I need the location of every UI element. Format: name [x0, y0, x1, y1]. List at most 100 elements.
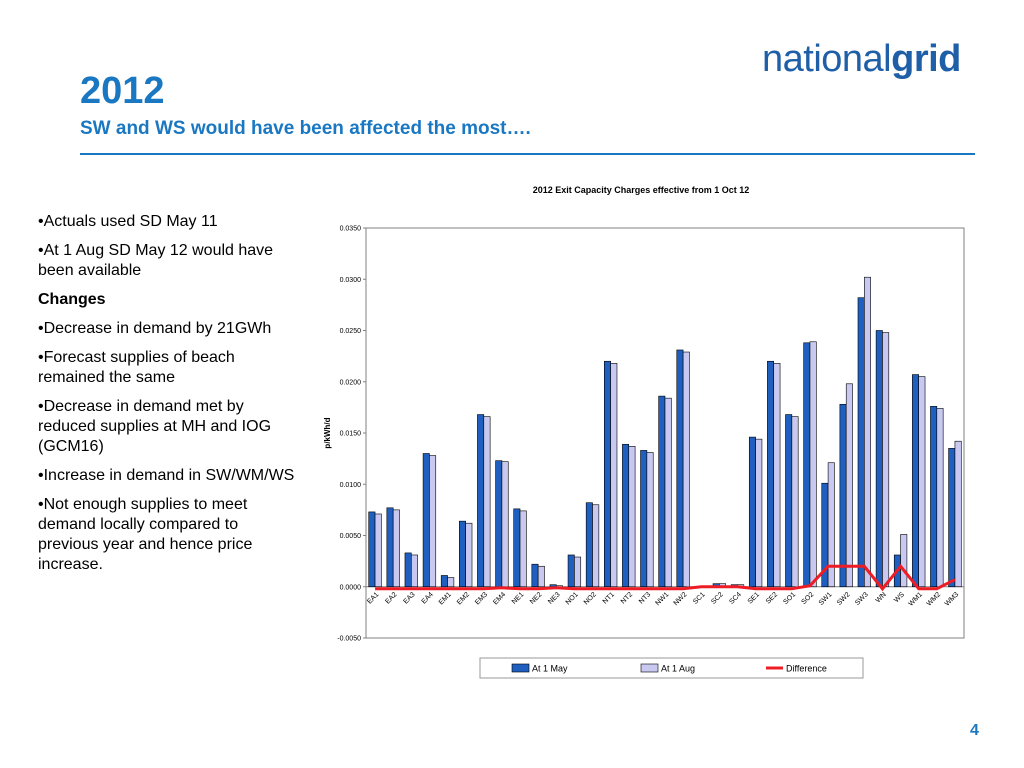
y-tick-label: 0.0200: [340, 379, 362, 386]
bar-at-1-may: [893, 554, 901, 588]
bar-at-1-may: [603, 360, 611, 588]
bar-at-1-may: [821, 482, 829, 588]
x-tick-label: NO1: [565, 591, 580, 606]
notes-panel: •Actuals used SD May 11 •At 1 Aug SD May…: [38, 212, 300, 584]
legend-swatch: [640, 663, 659, 673]
bar-at-1-aug: [737, 584, 745, 588]
y-tick-label: 0.0250: [340, 328, 362, 335]
bar-at-1-aug: [501, 461, 509, 588]
x-tick-label: NT1: [602, 591, 616, 605]
bar-at-1-may: [658, 395, 666, 588]
bar-at-1-may: [785, 414, 793, 588]
bar-at-1-aug: [827, 462, 835, 588]
note-item: •Decrease in demand met by reduced suppl…: [38, 398, 272, 455]
x-tick-label: SC2: [710, 591, 725, 606]
x-tick-label: EM1: [438, 591, 453, 606]
bar-at-1-may: [930, 406, 938, 588]
x-tick-label: SW2: [836, 591, 852, 607]
bar-at-1-may: [948, 448, 956, 588]
bar-at-1-aug: [465, 522, 473, 588]
slide-title: 2012: [80, 70, 165, 112]
bar-at-1-may: [440, 575, 448, 588]
legend-label: Difference: [786, 664, 827, 674]
x-tick-label: SC4: [728, 591, 743, 606]
x-tick-label: EA2: [384, 591, 398, 605]
x-tick-label: EM3: [474, 591, 489, 606]
x-tick-label: SO2: [801, 591, 816, 606]
x-tick-label: NO2: [583, 591, 598, 606]
bar-at-1-aug: [429, 455, 437, 588]
plot-area: [365, 227, 965, 639]
bar-at-1-aug: [900, 534, 908, 588]
bar-at-1-may: [386, 507, 394, 588]
bar-at-1-aug: [936, 408, 944, 588]
x-tick-label: EM4: [492, 591, 507, 606]
bar-at-1-aug: [646, 452, 654, 588]
bar-at-1-aug: [845, 383, 853, 588]
x-tick-label: WM1: [908, 591, 925, 608]
bar-at-1-aug: [755, 438, 763, 588]
bar-at-1-may: [495, 460, 503, 588]
x-tick-label: NW2: [673, 591, 689, 607]
bar-at-1-aug: [809, 341, 817, 588]
bar-at-1-may: [585, 502, 593, 588]
x-tick-label: NT3: [638, 591, 652, 605]
bar-at-1-aug: [411, 554, 418, 588]
y-tick-label: 0.0350: [340, 226, 362, 233]
bar-at-1-may: [531, 563, 539, 588]
bar-at-1-aug: [374, 513, 382, 588]
x-tick-label: EA3: [402, 591, 416, 605]
bar-at-1-aug: [882, 332, 890, 588]
legend-box: [479, 657, 864, 679]
y-tick-label: -0.0050: [337, 636, 361, 643]
y-tick-label: 0.0050: [340, 533, 362, 540]
bar-at-1-aug: [392, 509, 400, 588]
note-heading: Changes: [38, 291, 106, 308]
bar-at-1-aug: [954, 440, 962, 588]
bar-at-1-may: [549, 584, 557, 588]
x-tick-label: WS: [893, 591, 906, 604]
bar-at-1-may: [422, 453, 430, 588]
bar-at-1-may: [712, 583, 720, 588]
series-line-difference: [375, 563, 956, 592]
legend-label: At 1 May: [532, 664, 568, 674]
bar-at-1-may: [567, 554, 575, 588]
x-tick-label: WN: [875, 591, 888, 604]
bar-at-1-aug: [791, 416, 799, 588]
note-item: •Decrease in demand by 21GWh: [38, 320, 272, 337]
x-tick-label: NE3: [547, 591, 562, 606]
x-tick-label: SW3: [854, 591, 870, 607]
bar-at-1-may: [459, 520, 466, 588]
bar-at-1-aug: [610, 362, 618, 588]
bar-at-1-aug: [592, 504, 600, 588]
bar-at-1-may: [368, 511, 376, 588]
bar-at-1-aug: [864, 276, 871, 588]
legend-swatch: [511, 663, 530, 673]
x-tick-label: NW1: [654, 591, 670, 607]
x-tick-label: SW1: [818, 591, 834, 607]
chart-title: 2012 Exit Capacity Charges effective fro…: [532, 185, 750, 195]
national-grid-logo: nationalgrid: [762, 38, 961, 80]
bar-at-1-aug: [773, 362, 781, 588]
bar-at-1-aug: [664, 397, 672, 588]
bar-at-1-may: [730, 584, 738, 588]
bar-at-1-may: [912, 374, 919, 588]
bar-at-1-aug: [719, 583, 727, 588]
bar-at-1-aug: [682, 351, 690, 588]
x-tick-label: EA4: [421, 591, 435, 605]
note-item: •Increase in demand in SW/WM/WS: [38, 467, 295, 484]
title-divider: [80, 153, 975, 155]
bar-at-1-may: [767, 360, 775, 588]
y-axis-label: p/kWh/d: [323, 417, 332, 448]
bar-at-1-aug: [628, 446, 636, 588]
note-item: •Forecast supplies of beach remained the…: [38, 349, 235, 386]
bar-at-1-aug: [574, 556, 582, 588]
x-tick-label: EA1: [366, 591, 380, 605]
x-tick-label: SE1: [747, 591, 761, 605]
bar-at-1-aug: [519, 510, 527, 588]
bar-at-1-may: [875, 330, 883, 588]
bar-at-1-may: [857, 297, 865, 588]
page-number: 4: [970, 722, 979, 739]
bar-at-1-may: [404, 552, 412, 588]
x-tick-label: NE1: [511, 591, 526, 606]
